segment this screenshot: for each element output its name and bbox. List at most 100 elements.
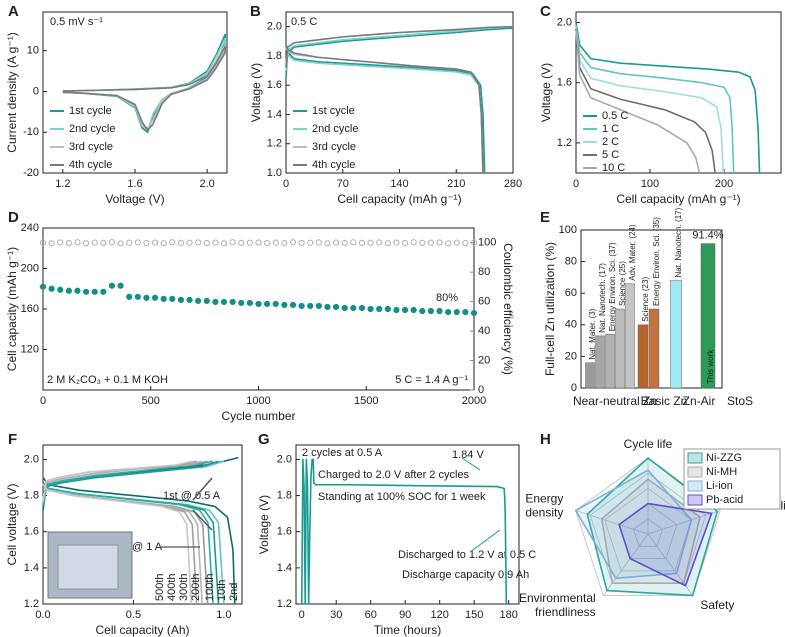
data-point	[419, 307, 426, 315]
data-point	[83, 240, 90, 247]
spoke	[647, 510, 721, 535]
data-point	[376, 239, 383, 246]
x-tick-label: 140	[390, 178, 408, 190]
data-point	[143, 239, 150, 247]
data-point	[272, 239, 279, 246]
data-point	[48, 240, 55, 247]
data-point	[238, 239, 245, 246]
data-point	[203, 297, 210, 304]
data-point	[220, 240, 228, 247]
data-point	[57, 286, 64, 293]
data-point	[341, 239, 348, 247]
data-point	[91, 239, 98, 246]
y2-tick-label: 80	[478, 266, 490, 278]
data-point	[203, 239, 210, 247]
x-tick-label: 0.5	[126, 609, 141, 621]
series-label: 500th	[154, 573, 166, 601]
legend-label: 3rd cycle	[312, 141, 356, 153]
data-line	[300, 458, 508, 605]
x-tick-label: 30	[330, 609, 342, 621]
y-axis-label: Voltage (V)	[257, 495, 271, 554]
data-point	[212, 239, 219, 246]
data-point	[332, 303, 340, 311]
legend-swatch	[687, 466, 703, 478]
annotation: 0.5 C	[291, 16, 317, 28]
data-line	[62, 45, 226, 131]
y-tick-label: 1.6	[24, 526, 39, 538]
annotation: 2 cycles at 0.5 A	[302, 447, 383, 459]
data-point	[384, 305, 391, 313]
bar-label: Energy Environ. Sci. (37)	[608, 242, 617, 331]
y2-axis-label: Coulombic efficiency (%)	[501, 243, 515, 375]
radar-area	[574, 469, 693, 580]
data-point	[160, 295, 167, 302]
data-point	[289, 301, 297, 309]
series-label: 1st @ 0.5 A	[163, 490, 221, 502]
x-tick-label: 0	[283, 178, 289, 190]
y2-tick-label: 60	[478, 296, 490, 308]
bar-label: This work	[706, 349, 715, 384]
legend-label: 0.5 C	[602, 110, 628, 122]
y-tick-label: 120	[21, 343, 39, 355]
data-point	[298, 239, 305, 246]
data-point	[238, 299, 245, 307]
y2-tick-label: 20	[478, 354, 490, 366]
axis-label: Energy density	[522, 492, 563, 520]
data-point	[453, 239, 460, 246]
legend-label: Ni-MH	[706, 466, 737, 478]
data-point	[169, 295, 176, 302]
y-tick-label: 80	[565, 256, 577, 268]
y-tick-label: 240	[21, 222, 39, 234]
panels: A 1.2 1.6 2.0 -20 -10 0 10 Voltage (V) Current de…	[5, 3, 785, 637]
annotation: Charged to 2.0 V after 2 cycles	[318, 469, 470, 481]
data-point	[57, 239, 64, 246]
bar-label: Nat. Mater. (3)	[588, 308, 597, 359]
arrow	[469, 529, 501, 553]
series-label: 100th	[204, 573, 216, 601]
y-tick-label: 200	[21, 262, 39, 274]
y-tick-label: 1.2	[277, 598, 292, 610]
data-line	[575, 22, 761, 174]
y-tick-label: 160	[21, 303, 39, 315]
group-label: Zn-Air	[683, 394, 716, 408]
x-tick-label: 60	[365, 609, 377, 621]
x-axis-label: Time (hours)	[374, 623, 442, 637]
overlay	[47, 457, 501, 599]
x-tick-label: 1.0	[216, 609, 231, 621]
data-point	[169, 239, 176, 246]
bar-label: Nat. Nanotech. (17)	[598, 263, 607, 333]
data-point	[220, 298, 228, 306]
data-point	[315, 239, 322, 246]
data-line	[285, 25, 514, 174]
data-point	[376, 305, 383, 313]
panel-label: C	[540, 3, 551, 20]
data-point	[384, 240, 391, 247]
data-point	[126, 239, 133, 246]
y-tick-label: 2.0	[267, 21, 282, 33]
y-axis-label: Voltage (V)	[249, 63, 263, 122]
plot-frame	[42, 444, 243, 605]
y-axis-label: Current density (A g⁻¹)	[5, 32, 19, 152]
x-tick-label: 280	[504, 178, 522, 190]
y-tick-label: 1.2	[267, 138, 282, 150]
data-point	[436, 239, 443, 246]
panel-label: G	[258, 431, 270, 448]
y-tick-label: 60	[565, 287, 577, 299]
data-line	[575, 28, 716, 174]
x-tick-label: 2000	[462, 395, 486, 407]
bar-label: Adv. Mater. (24)	[628, 224, 637, 281]
bar	[670, 280, 682, 389]
data-point	[470, 239, 478, 246]
data-point	[177, 296, 185, 303]
data-point	[393, 239, 400, 246]
data-point	[281, 239, 288, 247]
y-tick-label: 1.4	[24, 562, 39, 574]
series-label: 300th	[178, 573, 190, 601]
data-point	[160, 240, 167, 247]
x-tick-label: 0.0	[35, 609, 50, 621]
data-point	[83, 288, 90, 295]
data-point	[151, 294, 159, 301]
data-line	[575, 26, 725, 174]
legend-label: 4th cycle	[69, 159, 112, 171]
